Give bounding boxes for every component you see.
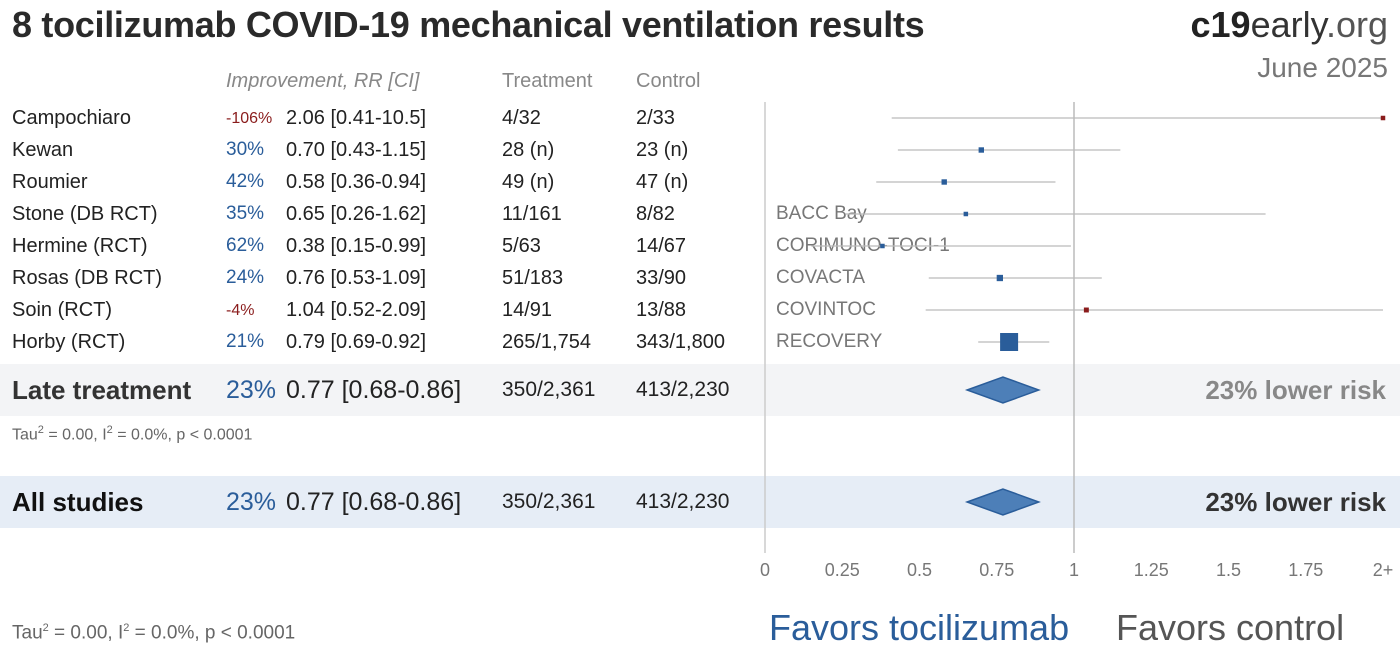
favors-treatment-label: Favors tocilizumab — [769, 607, 1070, 648]
study-name: Kewan — [12, 139, 74, 161]
tick-label: 1 — [1069, 560, 1079, 580]
study-row: Horby (RCT) 21% 0.79 [0.69-0.92] 265/1,754 3… — [0, 326, 1400, 358]
all-risk: 23% lower risk — [1205, 487, 1386, 517]
effect-marker — [1380, 115, 1386, 121]
tick-label: 1.25 — [1134, 560, 1169, 580]
study-control: 23 (n) — [636, 139, 689, 161]
tick-label: 2+ — [1373, 560, 1394, 580]
late-control: 413/2,230 — [636, 378, 730, 401]
tick-label: 0.75 — [979, 560, 1014, 580]
study-control: 47 (n) — [636, 171, 689, 193]
study-name: Horby (RCT) — [12, 331, 126, 353]
brand-rest: early — [1250, 4, 1326, 45]
study-rr: 0.70 [0.43-1.15] — [286, 139, 427, 161]
study-row: Roumier 42% 0.58 [0.36-0.94] 49 (n) 47 (n) — [0, 166, 1400, 198]
tick-label: 1.5 — [1216, 560, 1241, 580]
study-treatment: 14/91 — [502, 299, 553, 321]
late-treatment: 350/2,361 — [502, 378, 596, 401]
study-name: Soin (RCT) — [12, 299, 113, 321]
favors-control-label: Favors control — [1116, 607, 1345, 648]
study-trial-name: BACC Bay — [776, 203, 867, 224]
late-stats: Tau2 = 0.00, I2 = 0.0%, p < 0.0001 — [12, 424, 253, 444]
study-name: Stone (DB RCT) — [12, 203, 158, 225]
study-row: Campochiaro -106% 2.06 [0.41-10.5] 4/32 2/33 — [0, 102, 1400, 134]
study-trial-name: COVACTA — [776, 267, 866, 288]
study-trial-name: RECOVERY — [776, 331, 883, 352]
late-improvement: 23% — [226, 376, 277, 404]
study-control: 2/33 — [636, 107, 675, 129]
late-rr: 0.77 [0.68-0.86] — [286, 376, 462, 404]
study-row: Soin (RCT) -4% 1.04 [0.52-2.09] 14/91 13/88 C… — [0, 294, 1400, 326]
header-improvement: Improvement, RR [CI] — [226, 70, 420, 92]
all-improvement: 23% — [226, 488, 277, 516]
study-treatment: 11/161 — [502, 203, 562, 225]
tick-label: 0.25 — [825, 560, 860, 580]
study-improvement: 21% — [226, 331, 265, 352]
study-row: Rosas (DB RCT) 24% 0.76 [0.53-1.09] 51/183 3… — [0, 262, 1400, 294]
study-rr: 0.76 [0.53-1.09] — [286, 267, 427, 289]
study-improvement: -106% — [226, 110, 273, 127]
study-row: Stone (DB RCT) 35% 0.65 [0.26-1.62] 11/161 8… — [0, 198, 1400, 230]
study-trial-name: COVINTOC — [776, 299, 876, 320]
all-treatment: 350/2,361 — [502, 490, 596, 513]
date-label: June 2025 — [1257, 52, 1388, 83]
study-improvement: -4% — [226, 302, 255, 319]
all-control: 413/2,230 — [636, 490, 730, 513]
study-row: Hermine (RCT) 62% 0.38 [0.15-0.99] 5/63 14/6… — [0, 230, 1400, 262]
study-name: Campochiaro — [12, 107, 131, 129]
study-treatment: 5/63 — [502, 235, 541, 257]
brand-logo: c19early.org — [1191, 4, 1388, 46]
overall-stats: Tau2 = 0.00, I2 = 0.0%, p < 0.0001 — [12, 622, 296, 644]
study-rr: 0.65 [0.26-1.62] — [286, 203, 427, 225]
study-rr: 0.58 [0.36-0.94] — [286, 171, 427, 193]
late-risk: 23% lower risk — [1205, 375, 1386, 405]
effect-marker — [1000, 333, 1019, 351]
study-name: Roumier — [12, 171, 88, 193]
study-rr: 1.04 [0.52-2.09] — [286, 299, 427, 321]
study-rr: 0.38 [0.15-0.99] — [286, 235, 427, 257]
late-name: Late treatment — [12, 375, 192, 405]
study-treatment: 51/183 — [502, 267, 564, 289]
all-name: All studies — [12, 487, 144, 517]
study-rr: 2.06 [0.41-10.5] — [286, 107, 427, 129]
study-treatment: 265/1,754 — [502, 331, 591, 353]
study-control: 8/82 — [636, 203, 675, 225]
study-treatment: 4/32 — [502, 107, 541, 129]
effect-marker — [978, 147, 984, 153]
study-treatment: 49 (n) — [502, 171, 555, 193]
tick-label: 1.75 — [1288, 560, 1323, 580]
brand-suffix: .org — [1325, 4, 1388, 45]
effect-marker — [1083, 307, 1089, 313]
study-improvement: 30% — [226, 139, 265, 160]
study-control: 14/67 — [636, 235, 687, 257]
all-rr: 0.77 [0.68-0.86] — [286, 488, 462, 516]
late-treatment-band: Late treatment 23% 0.77 [0.68-0.86] 350/… — [0, 364, 1400, 416]
study-name: Hermine (RCT) — [12, 235, 148, 257]
page-title: 8 tocilizumab COVID-19 mechanical ventil… — [12, 4, 925, 45]
study-improvement: 24% — [226, 267, 265, 288]
study-name: Rosas (DB RCT) — [12, 267, 163, 289]
all-studies-band: All studies 23% 0.77 [0.68-0.86] 350/2,3… — [0, 476, 1400, 528]
brand-bold: c19 — [1190, 4, 1251, 45]
study-row: Kewan 30% 0.70 [0.43-1.15] 28 (n) 23 (n) — [0, 134, 1400, 166]
study-improvement: 42% — [226, 171, 265, 192]
effect-marker — [941, 179, 947, 185]
effect-marker — [880, 243, 885, 249]
study-control: 343/1,800 — [636, 331, 725, 353]
study-rr: 0.79 [0.69-0.92] — [286, 331, 427, 353]
study-treatment: 28 (n) — [502, 139, 555, 161]
effect-marker — [996, 274, 1003, 282]
tick-label: 0 — [760, 560, 770, 580]
effect-marker — [963, 211, 969, 217]
header-control: Control — [636, 70, 701, 92]
tick-label: 0.5 — [907, 560, 932, 580]
study-control: 13/88 — [636, 299, 687, 321]
study-improvement: 62% — [226, 235, 265, 256]
all-diamond — [964, 488, 1041, 516]
header-treatment: Treatment — [502, 70, 593, 92]
study-improvement: 35% — [226, 203, 265, 224]
study-control: 33/90 — [636, 267, 687, 289]
late-diamond — [964, 376, 1041, 404]
